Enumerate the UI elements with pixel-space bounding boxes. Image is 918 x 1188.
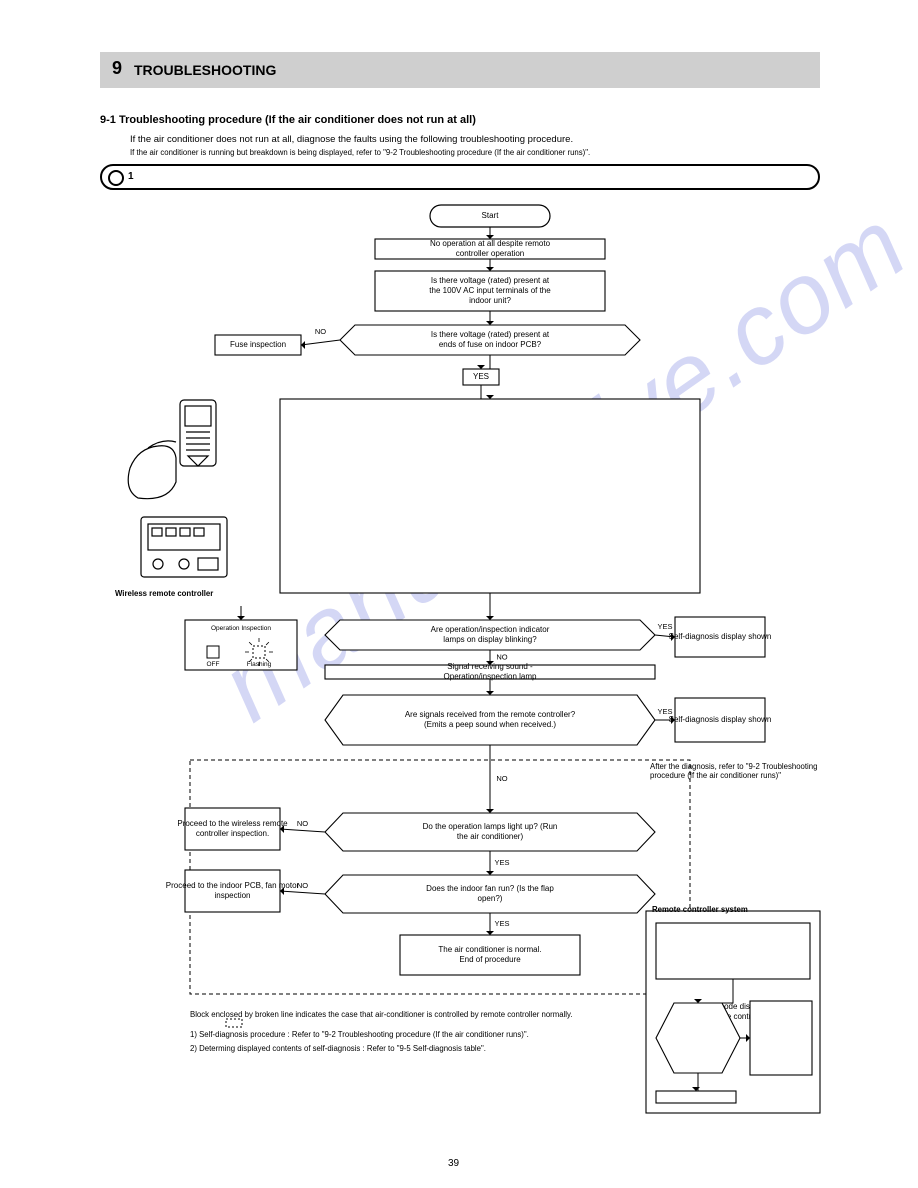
pill-dot xyxy=(108,170,124,186)
wired-caption: Remote controller system xyxy=(652,905,792,914)
svg-text:Is there voltage (rated) prese: Is there voltage (rated) present atends … xyxy=(431,330,550,349)
svg-text:OFF: OFF xyxy=(207,661,220,668)
pill-title-text: If the air conditioner does not run at a… xyxy=(130,134,770,145)
svg-text:NO: NO xyxy=(315,327,326,336)
svg-text:Start: Start xyxy=(482,211,500,220)
footnote-2: 2) Determing displayed contents of self-… xyxy=(190,1044,630,1053)
pill-note: If the air conditioner is running but br… xyxy=(130,148,770,157)
section-number: 9 xyxy=(112,58,122,79)
svg-text:NO: NO xyxy=(496,652,507,661)
page-number: 39 xyxy=(448,1158,459,1170)
subsection-title: 9-1 Troubleshooting procedure (If the ai… xyxy=(100,114,476,126)
remote-sketch xyxy=(128,398,238,518)
dashed-block-note: Block enclosed by broken line indicates … xyxy=(190,1010,620,1019)
after-diagnosis-note: After the diagnosis, refer to "9-2 Troub… xyxy=(650,762,820,781)
footnote-1: 1) Self-diagnosis procedure : Refer to "… xyxy=(190,1030,630,1039)
pill-number: 1 xyxy=(128,171,134,183)
svg-text:YES: YES xyxy=(657,622,672,631)
pill-bar: 1 xyxy=(100,164,820,190)
wireless-caption: Wireless remote controller xyxy=(115,589,245,598)
svg-text:Operation Inspection: Operation Inspection xyxy=(211,625,271,632)
svg-text:YES: YES xyxy=(657,707,672,716)
page: 9 TROUBLESHOOTING 9-1 Troubleshooting pr… xyxy=(0,0,918,1188)
wired-remote-sketch xyxy=(140,516,230,584)
svg-text:YES: YES xyxy=(494,919,509,928)
svg-text:Fuse inspection: Fuse inspection xyxy=(230,340,286,349)
svg-text:Are operation/inspection indic: Are operation/inspection indicatorlamps … xyxy=(431,625,550,644)
svg-text:NO: NO xyxy=(496,774,507,783)
svg-text:YES: YES xyxy=(494,858,509,867)
svg-text:Self-diagnosis display shown: Self-diagnosis display shown xyxy=(669,715,772,724)
svg-text:NO: NO xyxy=(297,819,308,828)
svg-text:Are signals received from the: Are signals received from the remote con… xyxy=(405,710,576,729)
svg-text:YES: YES xyxy=(473,372,489,381)
svg-text:NO: NO xyxy=(297,881,308,890)
section-title: TROUBLESHOOTING xyxy=(134,62,276,78)
svg-text:Flashing: Flashing xyxy=(247,661,272,668)
dashed-legend-icon xyxy=(225,1018,243,1028)
svg-text:Self-diagnosis display shown: Self-diagnosis display shown xyxy=(669,632,772,641)
flowchart: StartNo operation at all despite remotoc… xyxy=(100,195,830,1125)
